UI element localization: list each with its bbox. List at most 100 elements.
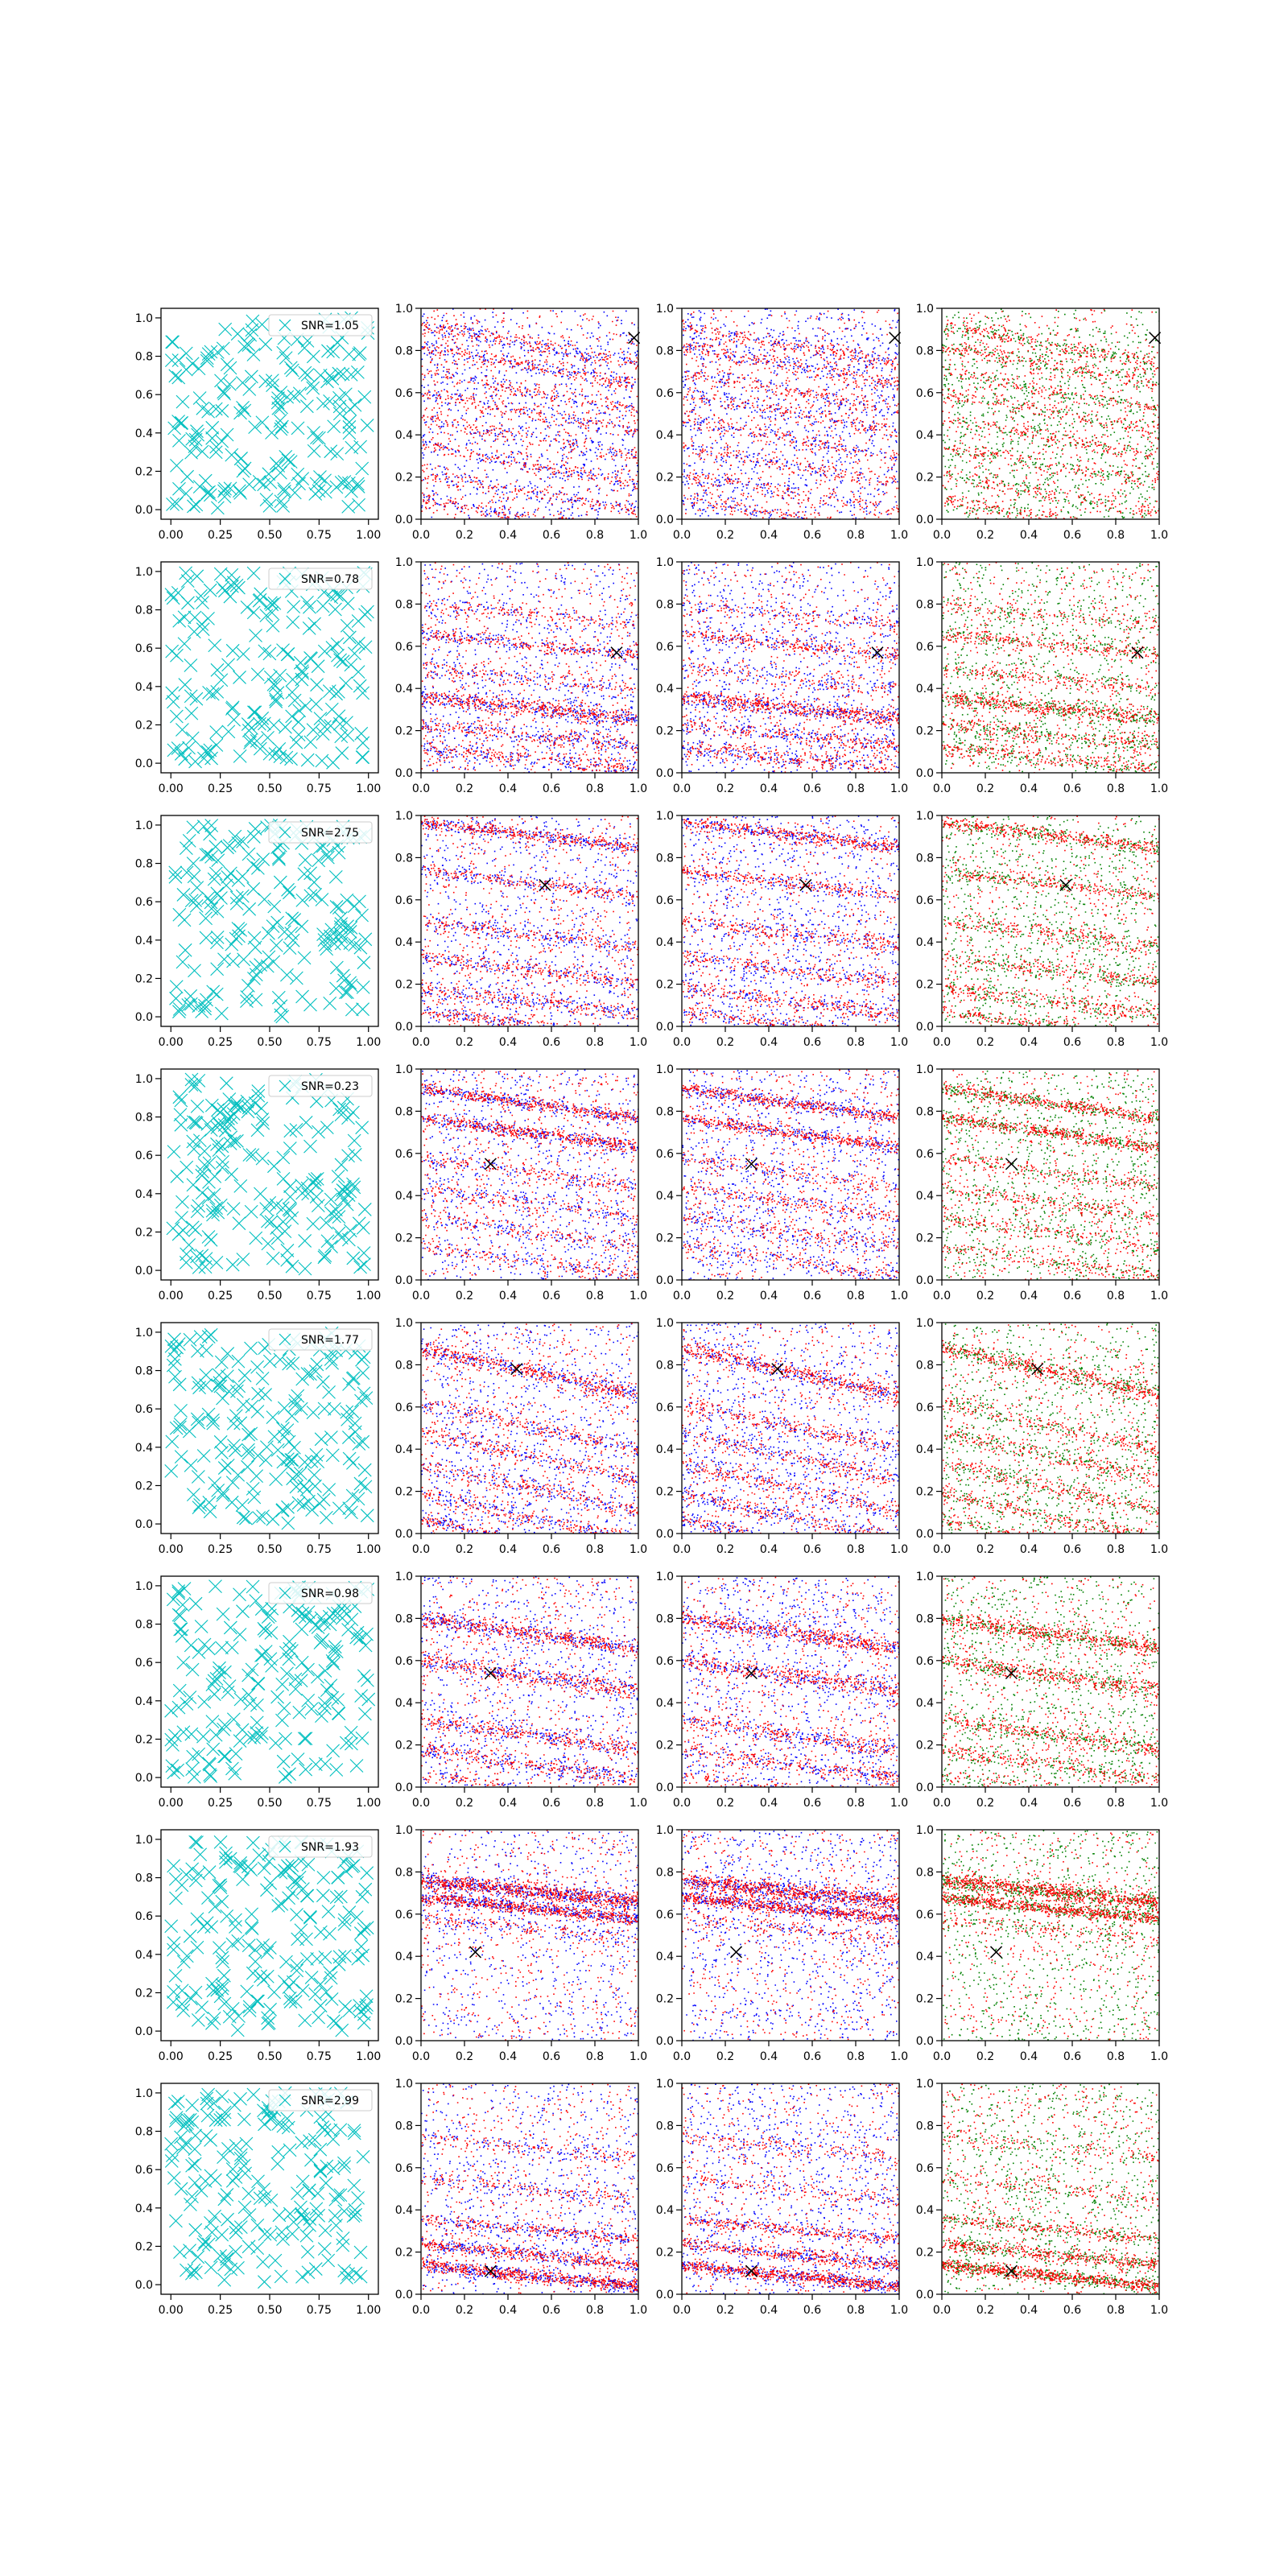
sample-cross bbox=[287, 1441, 300, 1454]
y-tick-label: 0.8 bbox=[135, 605, 153, 617]
legend-label: SNR=2.99 bbox=[301, 2095, 359, 2107]
sample-cross bbox=[280, 968, 293, 981]
x-tick-label: 0.0 bbox=[412, 1036, 430, 1049]
sample-cross bbox=[257, 1510, 270, 1523]
y-tick-label: 0.8 bbox=[395, 2120, 413, 2132]
sample-cross bbox=[295, 1656, 308, 1669]
x-tick-label: 0.4 bbox=[499, 1543, 517, 1556]
sample-cross bbox=[298, 1732, 311, 1745]
y-tick-label: 0.4 bbox=[135, 1442, 153, 1455]
sample-cross bbox=[192, 1748, 205, 1761]
x-tick-label: 0.4 bbox=[1020, 2304, 1038, 2317]
sample-cross bbox=[332, 1694, 345, 1707]
sample-cross bbox=[314, 2164, 327, 2177]
sample-cross bbox=[200, 1917, 213, 1930]
sample-cross bbox=[284, 1180, 297, 1193]
y-tick-label: 1.0 bbox=[395, 1317, 413, 1330]
sample-cross bbox=[225, 448, 238, 461]
sample-cross bbox=[202, 2088, 215, 2101]
sample-cross bbox=[201, 1892, 214, 1905]
sample-cross bbox=[185, 1079, 198, 1092]
x-tick-label: 0.00 bbox=[159, 2050, 184, 2063]
axes-frame bbox=[942, 308, 1159, 519]
sample-cross bbox=[324, 1193, 337, 1206]
sample-cross bbox=[167, 1146, 180, 1158]
sample-cross bbox=[237, 953, 250, 966]
sample-cross bbox=[187, 1750, 200, 1763]
sample-cross bbox=[348, 2179, 361, 2192]
sample-cross bbox=[196, 1730, 209, 1743]
y-tick-label: 0.4 bbox=[395, 1951, 413, 1963]
subplot-r1-c3: 0.0 0.2 0.4 0.6 0.8 1.00.00.20.40.60.81.0 bbox=[656, 303, 908, 542]
subplot-r7-c1: 0.00 0.25 0.50 0.75 1.000.00.20.40.60.81.0SN… bbox=[135, 1830, 382, 2063]
sample-cross bbox=[277, 1172, 290, 1185]
sample-cross bbox=[222, 658, 235, 671]
x-tick-label: 0.0 bbox=[673, 782, 691, 795]
x-tick-label: 0.6 bbox=[803, 782, 821, 795]
x-tick-label: 0.2 bbox=[456, 1290, 473, 1302]
sample-cross bbox=[247, 706, 260, 719]
x-tick-label: 0.75 bbox=[307, 2050, 332, 2063]
y-tick-label: 0.2 bbox=[916, 979, 934, 992]
sample-cross bbox=[205, 850, 218, 863]
x-tick-label: 0.2 bbox=[976, 1290, 994, 1302]
point-cloud bbox=[942, 2084, 1161, 2296]
sample-cross bbox=[285, 753, 298, 766]
y-tick-label: 1.0 bbox=[135, 1834, 153, 1847]
sample-cross bbox=[282, 1517, 295, 1530]
sample-cross bbox=[189, 2129, 202, 2142]
sample-cross bbox=[181, 597, 194, 609]
sample-cross bbox=[348, 2127, 361, 2140]
sample-cross bbox=[254, 2192, 266, 2205]
blue-points bbox=[682, 1069, 900, 1281]
y-tick-label: 0.8 bbox=[656, 1866, 674, 1879]
sample-cross bbox=[342, 1431, 355, 1444]
sample-cross bbox=[305, 378, 318, 390]
sample-cross bbox=[359, 933, 372, 946]
sample-cross bbox=[173, 1684, 186, 1697]
y-tick-label: 0.8 bbox=[916, 2120, 934, 2132]
sample-cross bbox=[357, 751, 369, 764]
sample-cross bbox=[278, 1430, 291, 1443]
sample-cross bbox=[238, 2201, 251, 2214]
sample-cross bbox=[299, 2014, 312, 2027]
x-tick-label: 0.6 bbox=[543, 1036, 560, 1049]
x-tick-label: 0.0 bbox=[933, 529, 951, 542]
sample-cross bbox=[291, 1909, 303, 1922]
sample-cross bbox=[352, 1952, 365, 1965]
sample-cross bbox=[206, 1414, 219, 1426]
x-tick-label: 0.8 bbox=[1107, 1036, 1125, 1049]
sample-cross bbox=[226, 644, 239, 657]
x-tick-label: 0.6 bbox=[1063, 1036, 1081, 1049]
y-tick-label: 0.6 bbox=[135, 1403, 153, 1416]
x-tick-label: 0.2 bbox=[976, 1797, 994, 1810]
sample-cross bbox=[184, 1333, 196, 1346]
x-tick-label: 0.8 bbox=[586, 1543, 604, 1556]
sample-cross bbox=[208, 2012, 221, 2025]
green-points bbox=[942, 815, 1160, 1027]
sample-cross bbox=[332, 1170, 345, 1183]
sample-cross bbox=[189, 755, 202, 768]
sample-cross bbox=[175, 2182, 188, 2195]
legend-label: SNR=1.93 bbox=[301, 1841, 359, 1854]
sample-cross bbox=[346, 1456, 359, 1469]
sample-cross bbox=[358, 1203, 371, 1216]
sample-cross bbox=[258, 2190, 271, 2203]
sample-cross bbox=[296, 1984, 309, 1997]
sample-cross bbox=[262, 927, 275, 939]
x-tick-label: 0.4 bbox=[499, 1290, 517, 1302]
sample-cross bbox=[232, 1934, 245, 1947]
cross-markers bbox=[165, 567, 374, 770]
sample-cross bbox=[179, 943, 192, 956]
sample-cross bbox=[172, 354, 185, 367]
y-tick-label: 1.0 bbox=[656, 1824, 674, 1837]
sample-cross bbox=[356, 462, 369, 475]
sample-cross bbox=[177, 1656, 190, 1669]
sample-cross bbox=[304, 867, 317, 880]
sample-cross bbox=[310, 431, 323, 444]
point-cloud bbox=[682, 2083, 901, 2295]
x-tick-label: 1.0 bbox=[1150, 1797, 1168, 1810]
sample-cross bbox=[251, 861, 264, 874]
x-tick-label: 0.6 bbox=[803, 2304, 821, 2317]
subplot-r8-c1: 0.00 0.25 0.50 0.75 1.000.00.20.40.60.81.0SN… bbox=[135, 2083, 382, 2317]
